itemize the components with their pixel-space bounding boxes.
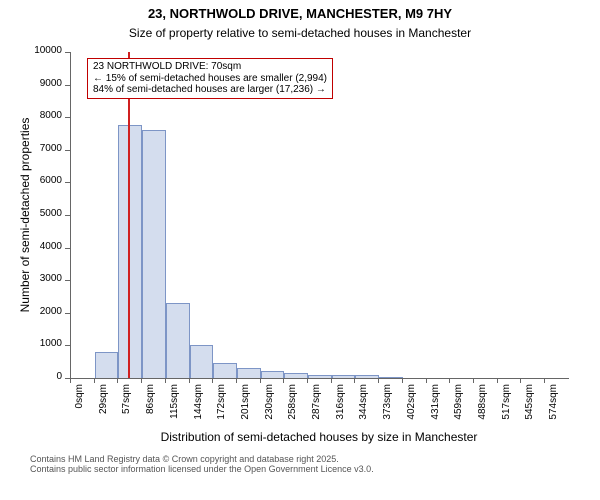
y-tick-label: 6000 [0,175,62,186]
callout-property-size: 23 NORTHWOLD DRIVE: 70sqm [93,61,327,73]
histogram-bar [237,368,261,378]
chart-container: 23, NORTHWOLD DRIVE, MANCHESTER, M9 7HY … [0,0,600,500]
property-marker-line [128,52,130,378]
y-tick-label: 3000 [0,273,62,284]
histogram-bar [190,345,213,378]
histogram-bar [379,377,403,378]
x-tick-label: 86sqm [145,384,156,434]
y-tick-label: 10000 [0,45,62,56]
x-tick-mark [94,378,95,383]
x-tick-label: 344sqm [358,384,369,434]
x-tick-label: 431sqm [430,384,441,434]
x-tick-label: 201sqm [240,384,251,434]
x-tick-mark [520,378,521,383]
x-tick-label: 517sqm [501,384,512,434]
x-tick-mark [141,378,142,383]
x-tick-mark [260,378,261,383]
x-tick-label: 258sqm [287,384,298,434]
x-tick-mark [544,378,545,383]
histogram-plot [70,52,569,379]
x-tick-label: 459sqm [453,384,464,434]
histogram-bar [213,363,237,378]
y-tick-label: 4000 [0,241,62,252]
x-tick-label: 144sqm [193,384,204,434]
x-tick-label: 230sqm [264,384,275,434]
y-tick-mark [65,182,70,183]
x-tick-mark [70,378,71,383]
histogram-bar [355,375,379,378]
y-tick-mark [65,215,70,216]
x-tick-label: 316sqm [335,384,346,434]
histogram-bar [308,375,332,378]
histogram-bar [95,352,118,378]
y-tick-label: 5000 [0,208,62,219]
x-tick-mark [426,378,427,383]
y-tick-mark [65,280,70,281]
histogram-bar [118,125,142,378]
histogram-bar [332,375,355,378]
y-tick-label: 7000 [0,143,62,154]
footer-line-1: Contains HM Land Registry data © Crown c… [30,454,374,464]
x-tick-label: 488sqm [477,384,488,434]
y-tick-mark [65,150,70,151]
histogram-bar [166,303,190,378]
x-tick-mark [117,378,118,383]
y-tick-mark [65,85,70,86]
x-tick-mark [354,378,355,383]
x-tick-label: 0sqm [74,384,85,434]
x-tick-mark [283,378,284,383]
y-tick-mark [65,248,70,249]
y-tick-label: 9000 [0,78,62,89]
x-tick-mark [212,378,213,383]
x-tick-label: 545sqm [524,384,535,434]
x-tick-label: 29sqm [98,384,109,434]
chart-title-address: 23, NORTHWOLD DRIVE, MANCHESTER, M9 7HY [0,6,600,21]
histogram-bar [142,130,166,378]
footer-line-2: Contains public sector information licen… [30,464,374,474]
histogram-bar [284,373,308,378]
callout-box: 23 NORTHWOLD DRIVE: 70sqm ← 15% of semi-… [87,58,333,99]
callout-smaller-pct: ← 15% of semi-detached houses are smalle… [93,73,327,85]
y-tick-mark [65,52,70,53]
x-tick-label: 115sqm [169,384,180,434]
y-tick-label: 1000 [0,338,62,349]
x-tick-label: 373sqm [382,384,393,434]
x-tick-mark [473,378,474,383]
x-tick-label: 402sqm [406,384,417,434]
y-tick-label: 8000 [0,110,62,121]
x-tick-label: 574sqm [548,384,559,434]
chart-title-description: Size of property relative to semi-detach… [0,26,600,40]
x-tick-mark [449,378,450,383]
x-tick-mark [331,378,332,383]
x-tick-label: 57sqm [121,384,132,434]
attribution-footer: Contains HM Land Registry data © Crown c… [30,454,374,475]
x-tick-label: 287sqm [311,384,322,434]
x-tick-mark [165,378,166,383]
y-tick-label: 2000 [0,306,62,317]
x-tick-mark [307,378,308,383]
x-tick-mark [378,378,379,383]
x-tick-mark [497,378,498,383]
y-tick-mark [65,345,70,346]
y-tick-mark [65,313,70,314]
histogram-bar [261,371,284,378]
y-tick-label: 0 [0,371,62,382]
callout-larger-pct: 84% of semi-detached houses are larger (… [93,84,327,96]
x-tick-mark [236,378,237,383]
x-tick-label: 172sqm [216,384,227,434]
x-tick-mark [189,378,190,383]
y-tick-mark [65,117,70,118]
x-tick-mark [402,378,403,383]
